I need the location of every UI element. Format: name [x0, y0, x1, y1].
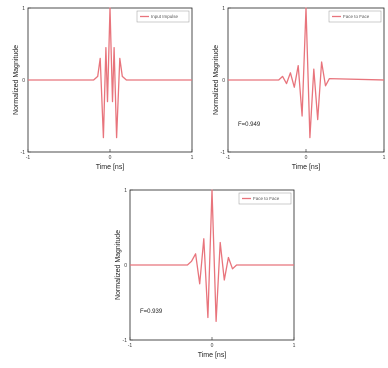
x-tick-label-3-1: 0 — [211, 343, 214, 349]
x-tick-label-2-1: 0 — [305, 155, 308, 161]
x-tick-label-2-0: -1 — [226, 155, 231, 161]
x-tick-label-3-0: -1 — [128, 343, 133, 349]
y-axis-label-2: Normalized Magnitude — [213, 45, 220, 115]
annotation-3: F=0.939 — [140, 309, 163, 315]
y-tick-label-2-2: 1 — [222, 6, 225, 12]
x-axis-label-3: Time [ns] — [198, 352, 227, 359]
series-line-2-1 — [228, 8, 384, 138]
x-tick-label-2-2: 1 — [383, 155, 386, 161]
y-tick-label-2-1: 0 — [222, 78, 225, 84]
x-axis-label-1: Time [ns] — [96, 164, 125, 171]
y-tick-label-1-2: 1 — [22, 6, 25, 12]
x-tick-label-1-0: -1 — [26, 155, 31, 161]
y-tick-label-3-2: 1 — [124, 188, 127, 194]
legend-label-1: Input Impulse — [151, 14, 179, 19]
y-tick-label-3-1: 0 — [124, 263, 127, 269]
y-axis-label-1: Normalized Magnitude — [13, 45, 20, 115]
x-tick-label-1-1: 0 — [109, 155, 112, 161]
y-tick-label-1-1: 0 — [22, 78, 25, 84]
series-line-3-1 — [130, 190, 294, 321]
y-axis-label-3: Normalized Magnitude — [115, 230, 122, 300]
annotation-2: F=0.949 — [238, 122, 261, 128]
legend-label-3: Face to Face — [253, 196, 280, 201]
series-line-1-1 — [28, 8, 192, 138]
y-tick-label-3-0: -1 — [123, 338, 128, 344]
y-tick-label-2-0: -1 — [221, 150, 226, 156]
x-axis-label-2: Time [ns] — [292, 164, 321, 171]
x-tick-label-3-2: 1 — [293, 343, 296, 349]
x-tick-label-1-2: 1 — [191, 155, 194, 161]
y-tick-label-1-0: -1 — [21, 150, 26, 156]
legend-label-2: Face to Face — [343, 14, 370, 19]
